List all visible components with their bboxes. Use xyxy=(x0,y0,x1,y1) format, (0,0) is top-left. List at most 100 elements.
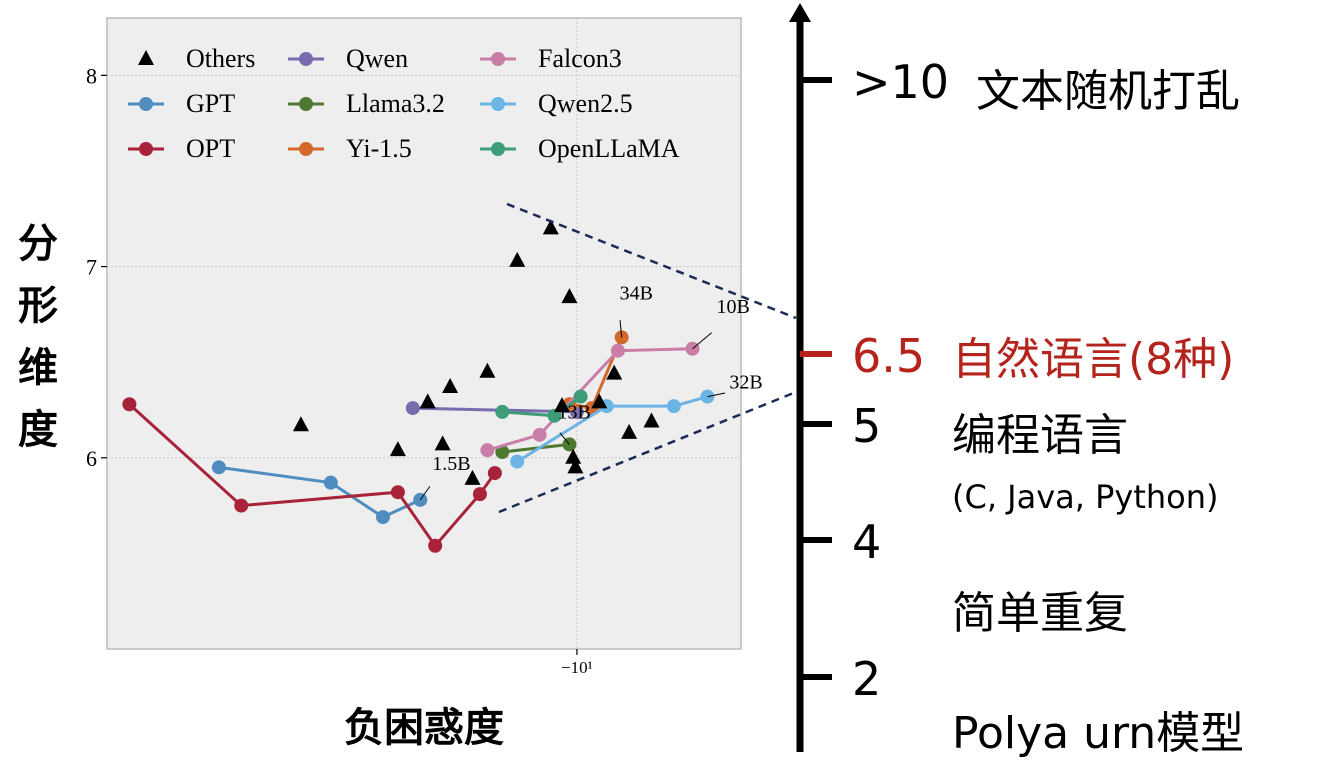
legend-marker xyxy=(491,97,505,111)
legend-label: OPT xyxy=(186,134,235,163)
scale-tick-label: 自然语言(8种) xyxy=(952,334,1234,385)
legend-label: Llama3.2 xyxy=(346,89,445,118)
legend-marker xyxy=(138,50,154,65)
series-openllama xyxy=(495,389,588,423)
scale-tick-value: 6.5 xyxy=(852,329,925,383)
others-point xyxy=(542,219,559,235)
scale-tick-label: 文本随机打乱 xyxy=(976,66,1240,117)
legend-item: Qwen xyxy=(288,44,408,73)
legend-label: OpenLLaMA xyxy=(538,134,680,163)
legend-item: Qwen2.5 xyxy=(480,89,633,118)
annotation-layer: 1.5B 13B 34B 10B 32B xyxy=(419,282,763,501)
legend-label: Qwen xyxy=(346,44,408,73)
legend-label: Qwen2.5 xyxy=(538,89,633,118)
scale-tick-value: >10 xyxy=(852,55,949,109)
legend-item: OPT xyxy=(128,134,235,163)
annotation-leader xyxy=(692,332,713,350)
data-point xyxy=(323,475,338,490)
others-point xyxy=(553,397,570,413)
scale-tick-value: 4 xyxy=(852,515,881,569)
legend-marker xyxy=(299,97,313,111)
others-point xyxy=(567,458,584,474)
scale-tick-label: 编程语言 xyxy=(952,410,1128,461)
legend-item: Yi-1.5 xyxy=(288,134,412,163)
data-point xyxy=(480,443,495,458)
annotation-leader xyxy=(419,486,431,501)
scale-arrow-head xyxy=(789,3,811,22)
others-point xyxy=(643,412,660,428)
data-point xyxy=(472,487,487,502)
data-point xyxy=(547,408,562,423)
others-point xyxy=(479,362,496,378)
data-point xyxy=(122,397,137,412)
others-point xyxy=(442,378,459,394)
series-line xyxy=(218,465,421,519)
others-point xyxy=(464,469,481,485)
legend-marker xyxy=(299,52,313,66)
legend-item: Others xyxy=(138,44,255,73)
data-point xyxy=(573,389,588,404)
y-tick-label: 7 xyxy=(86,255,97,280)
data-point xyxy=(375,510,390,525)
data-point xyxy=(211,460,226,475)
scale-ticks: >10 文本随机打乱 6.5 自然语言(8种) 5 编程语言 (C, Java, Pytho… xyxy=(800,55,1244,759)
scale-tick-value: 5 xyxy=(852,399,881,453)
data-point xyxy=(428,538,443,553)
scale-tick-sublabel: (C, Java, Python) xyxy=(952,478,1219,516)
series-line xyxy=(502,442,570,454)
series-others xyxy=(292,219,660,485)
legend-marker xyxy=(139,142,153,156)
scale-range-label: 简单重复 xyxy=(952,588,1128,639)
legend-item: OpenLLaMA xyxy=(480,134,680,163)
others-point xyxy=(509,251,526,267)
plot-area xyxy=(106,17,742,650)
x-tick-label: −10¹ xyxy=(561,658,593,677)
x-axis-label: 负困惑度 xyxy=(344,705,504,751)
legend-item: Falcon3 xyxy=(480,44,622,73)
data-point xyxy=(610,343,625,358)
series-opt xyxy=(122,397,502,553)
others-point xyxy=(434,435,451,451)
others-point xyxy=(591,393,608,409)
legend-label: Others xyxy=(186,44,255,73)
annotation-label: 32B xyxy=(729,372,762,394)
annotation-label: 1.5B xyxy=(432,453,470,475)
legend: Others GPT OPT Qwen Llama3.2 Yi-1.5 Falcon3 Qwe… xyxy=(128,44,680,163)
legend-item: Llama3.2 xyxy=(288,89,445,118)
annotation-leader xyxy=(619,320,623,338)
series-layer xyxy=(122,219,715,553)
legend-label: Yi-1.5 xyxy=(346,134,412,163)
legend-label: Falcon3 xyxy=(538,44,622,73)
y-tick-label: 8 xyxy=(86,63,97,88)
y-axis-label: 分形维度 xyxy=(18,221,58,453)
series-line xyxy=(516,395,708,463)
legend-label: GPT xyxy=(186,89,235,118)
others-point xyxy=(606,364,623,380)
legend-marker xyxy=(491,52,505,66)
annotation-leader xyxy=(707,392,726,398)
legend-item: GPT xyxy=(128,89,235,118)
series-gpt xyxy=(211,460,428,525)
scale-tick-value: 2 xyxy=(852,652,881,706)
annotation-label: 10B xyxy=(717,296,750,318)
others-point xyxy=(292,416,309,432)
data-point xyxy=(405,401,420,416)
data-point xyxy=(390,485,405,500)
data-point xyxy=(234,498,249,513)
axis-ticks: 6 7 8 −10¹ xyxy=(86,63,593,677)
others-point xyxy=(561,288,578,304)
data-point xyxy=(495,404,510,419)
annotation-label: 34B xyxy=(620,282,653,304)
zoom-line-upper xyxy=(506,202,797,320)
data-point xyxy=(487,466,502,481)
annotation-label: 13B xyxy=(557,401,590,423)
legend-marker xyxy=(299,142,313,156)
data-point xyxy=(666,399,681,414)
others-point xyxy=(621,423,638,439)
y-tick-label: 6 xyxy=(86,446,97,471)
scale-range-label: Polya urn模型 xyxy=(952,708,1244,759)
others-point xyxy=(389,441,406,457)
data-point xyxy=(510,454,525,469)
others-point xyxy=(419,393,436,409)
